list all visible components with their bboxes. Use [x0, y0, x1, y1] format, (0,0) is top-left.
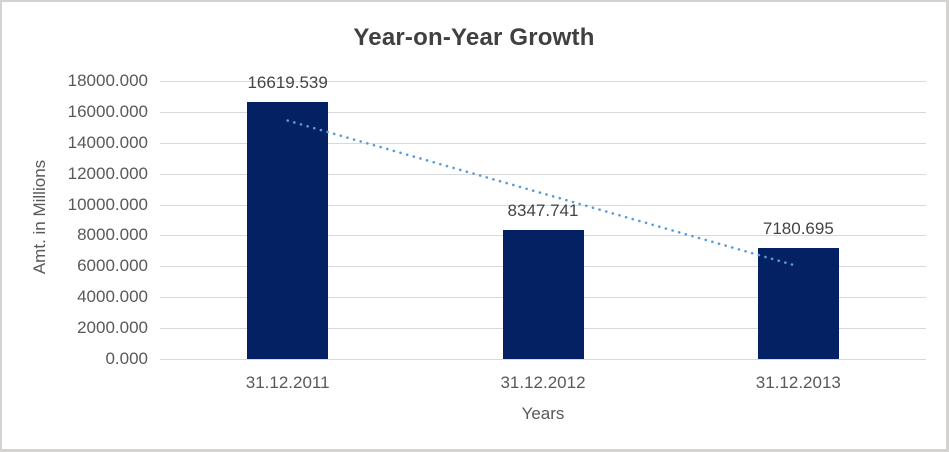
bar-value-label: 8347.741: [507, 201, 579, 221]
chart-title: Year-on-Year Growth: [353, 24, 595, 51]
bar-value-label: 16619.539: [247, 73, 328, 93]
x-tick-label: 31.12.2012: [500, 373, 586, 392]
gridline: [160, 81, 926, 82]
plot-area: 16619.539 8347.741 7180.695: [160, 73, 926, 360]
gridline: [160, 173, 926, 175]
y-tick-label: 16000.000: [67, 101, 148, 121]
gridline: [160, 204, 926, 206]
trendline: [286, 119, 800, 268]
bar-31-12-2012: [502, 230, 584, 359]
y-tick-label: 10000.000: [67, 194, 148, 214]
bar-31-12-2011: [247, 102, 329, 359]
bar-31-12-2013: [757, 248, 839, 359]
y-tick-label: 8000.000: [77, 225, 148, 245]
y-tick-label: 18000.000: [67, 71, 148, 90]
gridline: [160, 359, 926, 360]
bar-value-label: 7180.695: [762, 219, 834, 239]
y-tick-label: 12000.000: [67, 163, 148, 183]
y-tick-label: 2000.000: [77, 318, 148, 338]
gridline: [160, 142, 926, 144]
y-tick-label: 14000.000: [67, 132, 148, 152]
gridline: [160, 111, 926, 113]
x-axis-title: Years: [521, 404, 565, 423]
x-tick-label: 31.12.2011: [245, 373, 330, 392]
x-tick-label: 31.12.2013: [755, 373, 841, 392]
y-tick-label: 0.000: [105, 349, 148, 368]
y-tick-label: 4000.000: [77, 287, 148, 307]
y-tick-label: 6000.000: [77, 256, 148, 276]
